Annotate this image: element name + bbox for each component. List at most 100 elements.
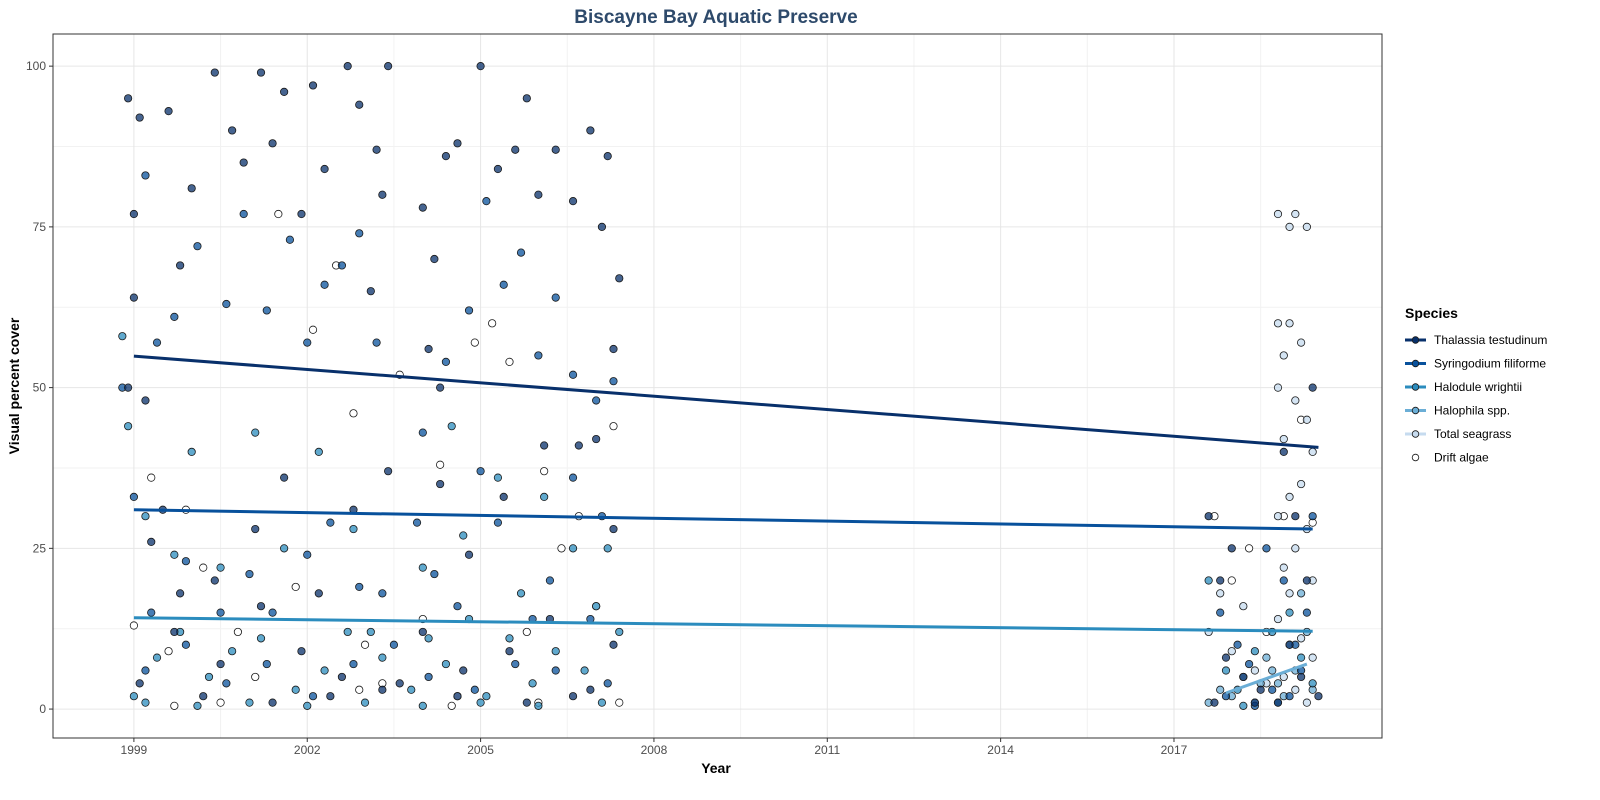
data-point (176, 589, 185, 598)
data-point (280, 544, 289, 553)
data-point (314, 447, 323, 456)
data-point (418, 627, 427, 637)
x-tick-label: 2002 (294, 743, 321, 757)
data-point (609, 422, 618, 431)
data-point (1273, 512, 1283, 521)
data-point (1250, 666, 1259, 675)
y-axis-title: Visual percent cover (6, 317, 22, 454)
data-point (1216, 685, 1225, 694)
data-point (609, 344, 618, 354)
data-point (216, 659, 225, 669)
data-point (1221, 653, 1231, 662)
data-point (378, 653, 387, 662)
data-point (609, 377, 618, 386)
data-point (239, 158, 248, 167)
data-point (453, 139, 462, 148)
data-point (551, 145, 560, 154)
data-point (1308, 653, 1317, 662)
data-point (568, 473, 578, 482)
data-point (124, 94, 133, 103)
data-point (522, 94, 531, 103)
data-point (511, 659, 520, 669)
data-point (285, 235, 295, 244)
data-point (343, 62, 352, 71)
data-point (1297, 634, 1306, 643)
data-point (551, 293, 560, 302)
data-point (349, 524, 358, 534)
data-point (303, 550, 312, 559)
data-point (1273, 698, 1283, 707)
data-point (129, 209, 138, 219)
legend: Species Thalassia testudinum Syringodium … (1405, 305, 1547, 465)
data-point (407, 685, 416, 694)
data-point (256, 602, 266, 611)
data-point (609, 640, 618, 649)
data-point (1239, 602, 1248, 611)
data-point (1291, 209, 1300, 219)
chart-title: Biscayne Bay Aquatic Preserve (574, 7, 857, 28)
data-point (355, 685, 364, 694)
data-point (615, 274, 624, 283)
data-point (488, 319, 497, 328)
data-point (1204, 512, 1213, 521)
data-point (303, 701, 312, 710)
data-point (1216, 608, 1225, 617)
data-point (372, 338, 381, 347)
data-point (545, 576, 555, 585)
data-point (615, 627, 624, 637)
data-point (262, 306, 271, 315)
data-point (418, 701, 427, 710)
data-point (493, 518, 503, 527)
data-point (193, 242, 202, 251)
data-point (1297, 589, 1306, 598)
data-point (280, 87, 289, 96)
data-point (511, 145, 520, 154)
data-point (378, 190, 387, 199)
data-point (320, 164, 329, 174)
data-point (1291, 544, 1300, 553)
legend-key-point (1411, 359, 1420, 368)
data-point (141, 396, 150, 405)
data-point (1204, 576, 1213, 585)
data-point (1273, 319, 1283, 328)
data-point (1285, 589, 1294, 598)
data-point (568, 692, 578, 701)
data-point (251, 672, 260, 682)
data-point (349, 409, 358, 418)
legend-key-point (1411, 453, 1420, 462)
data-point (366, 287, 375, 296)
data-point (181, 557, 190, 566)
data-point (447, 422, 456, 431)
data-point (597, 698, 607, 707)
data-point (320, 666, 329, 675)
data-point (291, 582, 300, 592)
data-point (170, 627, 179, 637)
data-point (187, 184, 196, 193)
data-point (482, 692, 491, 701)
data-point (268, 698, 277, 707)
data-point (1297, 338, 1306, 347)
data-point (441, 357, 451, 366)
data-point (441, 152, 451, 161)
data-point (199, 563, 208, 572)
major-gridlines (53, 34, 1382, 738)
data-point (1302, 576, 1311, 585)
data-point (1285, 608, 1294, 617)
data-point (540, 467, 549, 476)
data-point (459, 531, 468, 540)
data-point (204, 672, 214, 682)
data-point (580, 666, 589, 675)
data-point (1297, 479, 1306, 489)
data-point (592, 396, 601, 405)
trend-lines (133, 354, 1319, 695)
data-point (366, 627, 375, 637)
data-point (141, 512, 150, 521)
data-point (256, 68, 266, 77)
trend-line (1225, 662, 1308, 695)
y-tick-label: 100 (26, 59, 46, 73)
data-point (551, 666, 560, 675)
data-point (308, 325, 318, 334)
x-tick-label: 2008 (641, 743, 668, 757)
data-point (135, 113, 144, 122)
